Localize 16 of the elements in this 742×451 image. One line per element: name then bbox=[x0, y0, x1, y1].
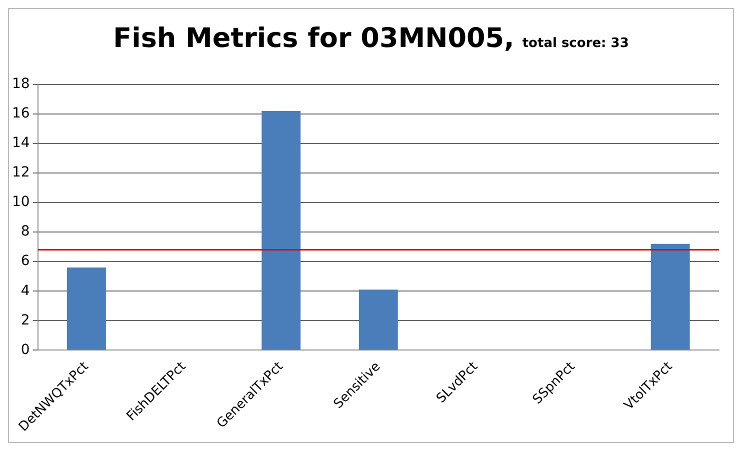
y-tick-label: 4 bbox=[20, 282, 30, 299]
bar bbox=[358, 290, 398, 350]
y-tick-label: 2 bbox=[20, 312, 30, 328]
bar bbox=[262, 110, 301, 350]
y-tick-label: 14 bbox=[12, 135, 30, 152]
y-tick-label: 6 bbox=[20, 253, 30, 270]
bar bbox=[67, 267, 106, 350]
y-tick-label: 8 bbox=[20, 224, 30, 240]
y-tick-label: 16 bbox=[12, 106, 30, 122]
y-tick-label: 0 bbox=[20, 342, 30, 358]
chart-subtitle: total score: 33 bbox=[522, 36, 629, 51]
y-tick-label: 18 bbox=[12, 76, 30, 92]
chart-title: Fish Metrics for 03MN005, bbox=[113, 23, 514, 54]
bar bbox=[650, 244, 690, 350]
y-tick-label: 10 bbox=[12, 194, 30, 210]
y-tick-label: 12 bbox=[12, 164, 30, 181]
